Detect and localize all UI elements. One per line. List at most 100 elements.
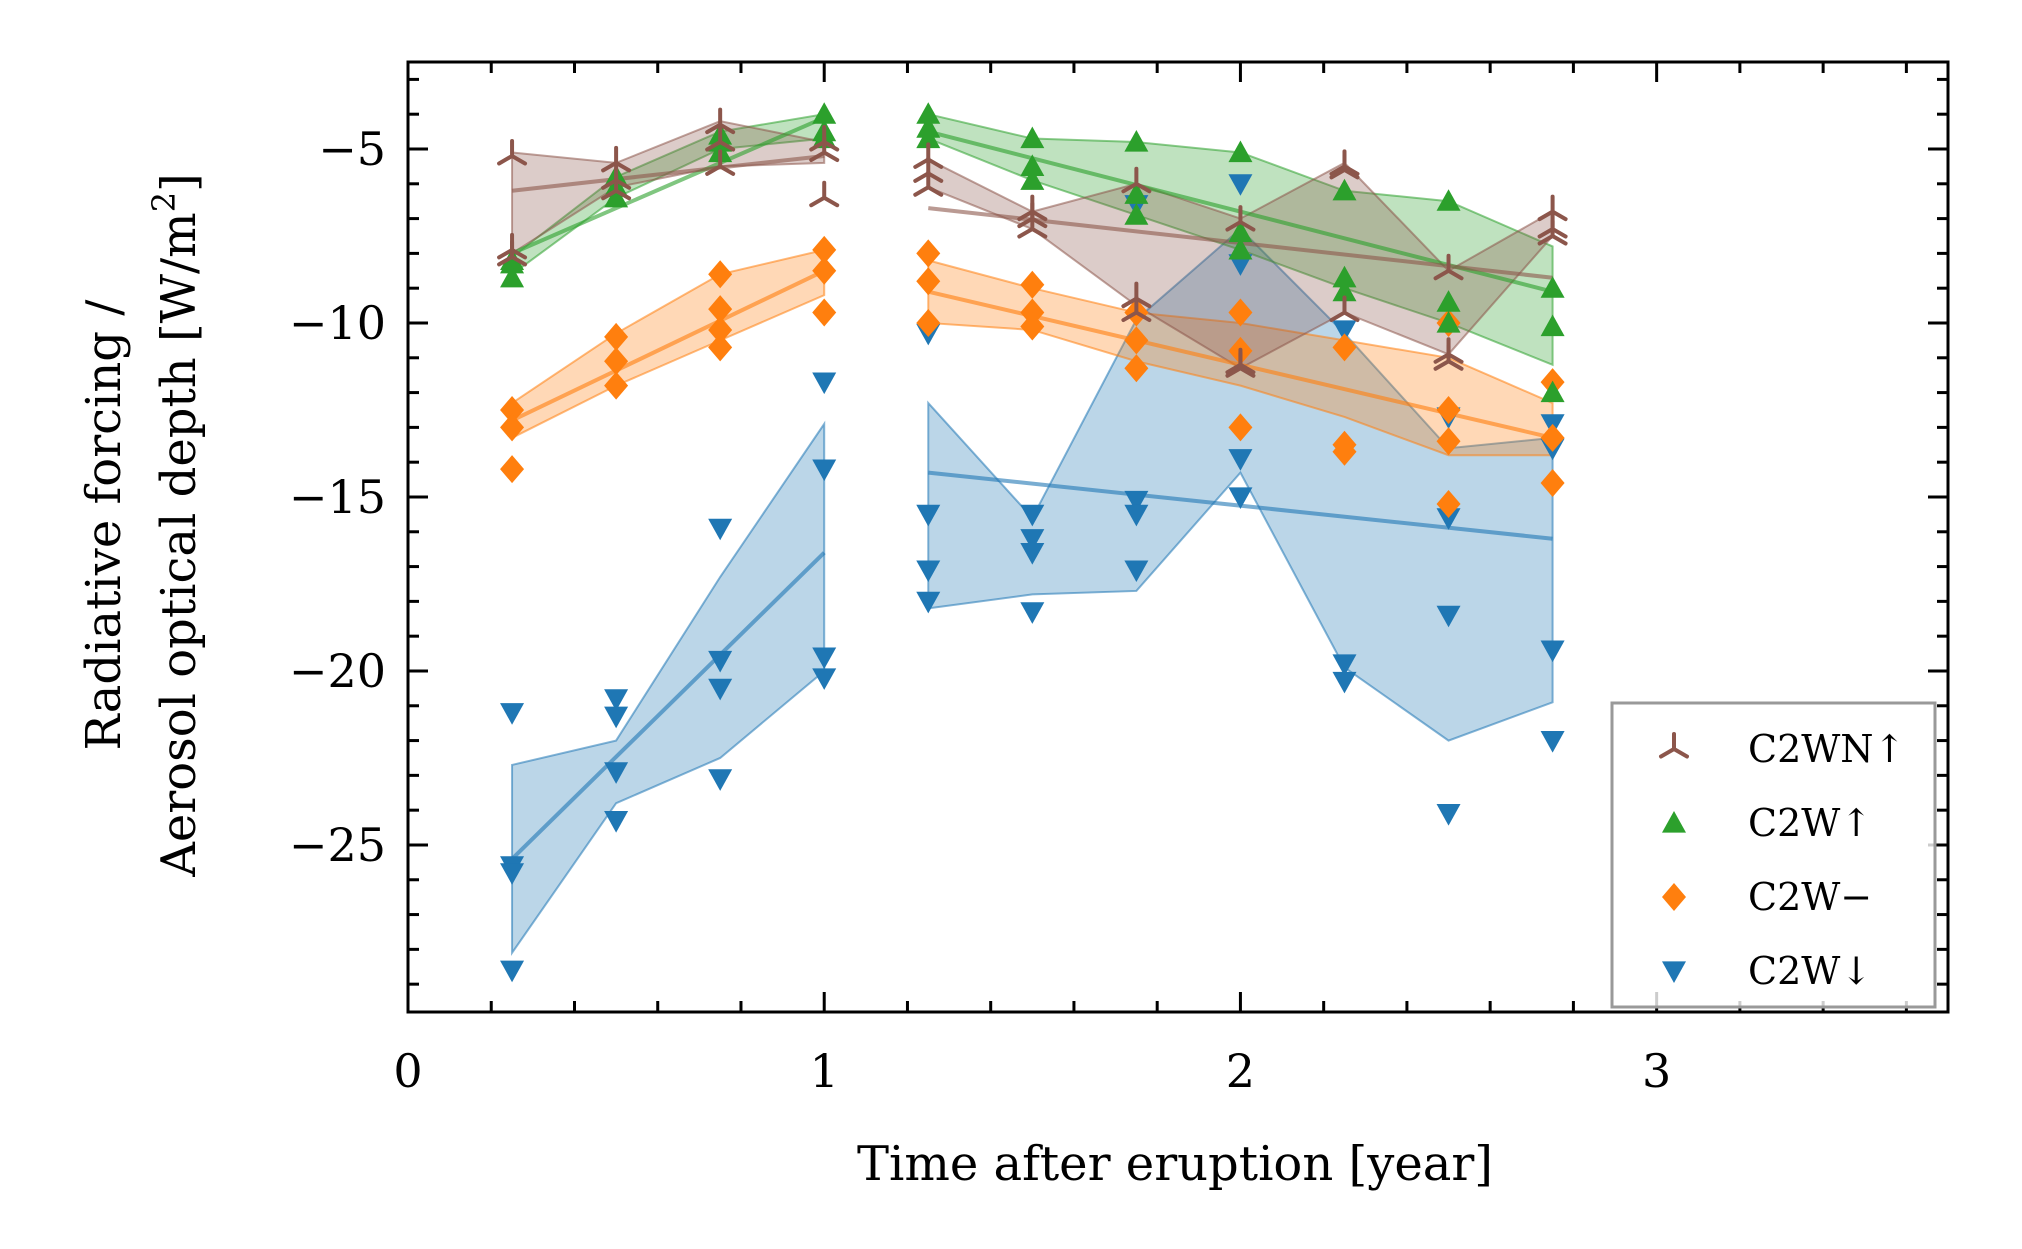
legend-marker [1662, 811, 1686, 833]
data-point-diamond [1540, 423, 1565, 452]
data-point-triangle-up [1020, 126, 1045, 149]
data-point-triangle-down [1228, 174, 1253, 196]
data-point-triangle-up [1020, 168, 1045, 190]
data-point-tri-up [1329, 152, 1360, 180]
data-point-tri-up [1017, 212, 1048, 239]
data-point-triangle-up [1332, 279, 1357, 302]
data-point-triangle-down [916, 560, 941, 583]
data-point-triangle-down [1228, 254, 1253, 276]
data-point-triangle-down [1020, 529, 1045, 551]
legend-label: C2WN↑ [1748, 727, 1905, 771]
data-points [497, 102, 1568, 983]
data-point-tri-up [705, 125, 736, 152]
data-point-tri-up [601, 145, 632, 173]
data-point-diamond [1332, 333, 1357, 362]
y-tick-label: −15 [289, 470, 386, 524]
data-point-diamond [1228, 298, 1253, 327]
data-point-triangle-up [1332, 178, 1357, 201]
data-point-diamond [1436, 395, 1461, 424]
data-point-diamond [708, 333, 733, 362]
y-axis-label-superscript: 2 [145, 192, 183, 212]
data-point-tri-up [1121, 295, 1152, 323]
band-triangle-down [927, 227, 1554, 742]
data-point-diamond [500, 395, 525, 424]
data-point-tri-up [1329, 295, 1360, 323]
band-tri-up [511, 120, 826, 256]
data-point-triangle-up [500, 251, 525, 274]
data-point-triangle-down [1540, 640, 1565, 663]
data-point-triangle-down [1332, 671, 1357, 694]
data-point-triangle-down [1020, 543, 1045, 565]
data-point-diamond [500, 413, 525, 442]
data-point-triangle-down [916, 591, 941, 614]
data-point-tri-up [1433, 344, 1464, 371]
data-point-triangle-down [604, 811, 629, 833]
fit-line-tri-up [511, 153, 825, 193]
data-point-tri-up [1537, 218, 1568, 246]
data-point-triangle-up [604, 185, 629, 208]
data-point-diamond [1020, 270, 1045, 299]
legend: C2WN↑ C2W↑ C2W− C2W↓ [1610, 701, 1937, 1009]
data-point-triangle-up [1540, 380, 1565, 403]
legend-marker [1662, 961, 1686, 983]
data-point-triangle-down [1436, 804, 1461, 826]
data-point-diamond [1540, 469, 1565, 498]
data-point-triangle-down [1540, 730, 1565, 753]
legend-marker [1659, 732, 1689, 759]
data-point-triangle-down [708, 678, 733, 701]
axis-ticks [406, 62, 1948, 1012]
data-point-triangle-up [916, 102, 941, 124]
data-point-triangle-up [1020, 154, 1045, 176]
data-point-triangle-up [1228, 237, 1253, 260]
y-axis-label: Radiative forcing / Aerosol optical dept… [76, 173, 207, 878]
data-point-diamond [1124, 326, 1149, 355]
data-point-diamond [500, 455, 525, 484]
data-point-triangle-down [1228, 449, 1253, 471]
data-point-tri-up [601, 173, 632, 201]
x-tick-label: 1 [810, 1044, 839, 1098]
legend-label: C2W↓ [1748, 949, 1872, 993]
data-point-triangle-up [1228, 220, 1253, 243]
data-point-triangle-up [916, 126, 941, 149]
data-point-tri-up [809, 135, 840, 162]
data-point-diamond [708, 315, 733, 344]
x-tick-label: 3 [1642, 1044, 1671, 1098]
data-point-triangle-up [1436, 189, 1461, 211]
data-point-triangle-down [1228, 487, 1253, 509]
data-point-tri-up [1537, 194, 1568, 222]
data-point-diamond [1124, 354, 1149, 383]
data-point-tri-up [913, 170, 944, 197]
y-axis-label-main: Aerosol optical depth [W/m [151, 212, 207, 878]
data-point-triangle-up [1332, 265, 1357, 288]
data-point-triangle-down [604, 689, 629, 711]
y-tick-label: −5 [318, 122, 386, 176]
fit-line-triangle-down [510, 551, 826, 861]
data-point-triangle-down [812, 372, 837, 395]
data-point-diamond [916, 239, 941, 268]
data-point-triangle-down [812, 668, 837, 690]
data-point-triangle-down [708, 518, 733, 541]
data-point-tri-up [1225, 205, 1256, 232]
data-point-triangle-up [1124, 203, 1149, 225]
data-point-tri-up [705, 107, 736, 135]
data-point-triangle-down [1332, 654, 1357, 677]
data-point-triangle-down [604, 762, 629, 784]
data-point-triangle-down [812, 647, 837, 670]
data-point-triangle-down [708, 650, 733, 673]
legend-label: C2W↑ [1748, 801, 1872, 845]
data-point-triangle-down [1124, 560, 1149, 583]
data-point-triangle-up [1540, 276, 1565, 298]
data-point-diamond [812, 298, 837, 327]
x-tick-label: 2 [1226, 1044, 1255, 1098]
data-point-triangle-down [1124, 504, 1149, 527]
data-point-diamond [1436, 427, 1461, 456]
data-point-triangle-up [1436, 290, 1461, 312]
data-point-triangle-down [604, 706, 629, 729]
data-point-triangle-down [916, 504, 941, 527]
y-axis-label-line1: Radiative forcing / [76, 299, 132, 751]
data-point-triangle-down [1020, 602, 1045, 624]
data-point-diamond [708, 295, 733, 324]
data-point-diamond [812, 235, 837, 264]
data-point-diamond [916, 308, 941, 337]
